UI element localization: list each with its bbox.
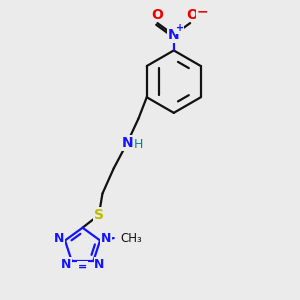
Text: =: = bbox=[78, 261, 87, 272]
Text: −: − bbox=[197, 5, 208, 19]
Text: N: N bbox=[168, 28, 180, 42]
Text: N: N bbox=[94, 257, 104, 271]
Text: N: N bbox=[101, 232, 111, 244]
Text: N: N bbox=[121, 136, 133, 150]
Text: N: N bbox=[54, 232, 64, 244]
Text: O: O bbox=[186, 8, 198, 22]
Text: N: N bbox=[61, 257, 71, 271]
Text: +: + bbox=[176, 23, 184, 33]
Text: O: O bbox=[151, 8, 163, 22]
Text: CH₃: CH₃ bbox=[120, 232, 142, 244]
Text: H: H bbox=[134, 138, 143, 151]
Text: S: S bbox=[94, 208, 104, 222]
